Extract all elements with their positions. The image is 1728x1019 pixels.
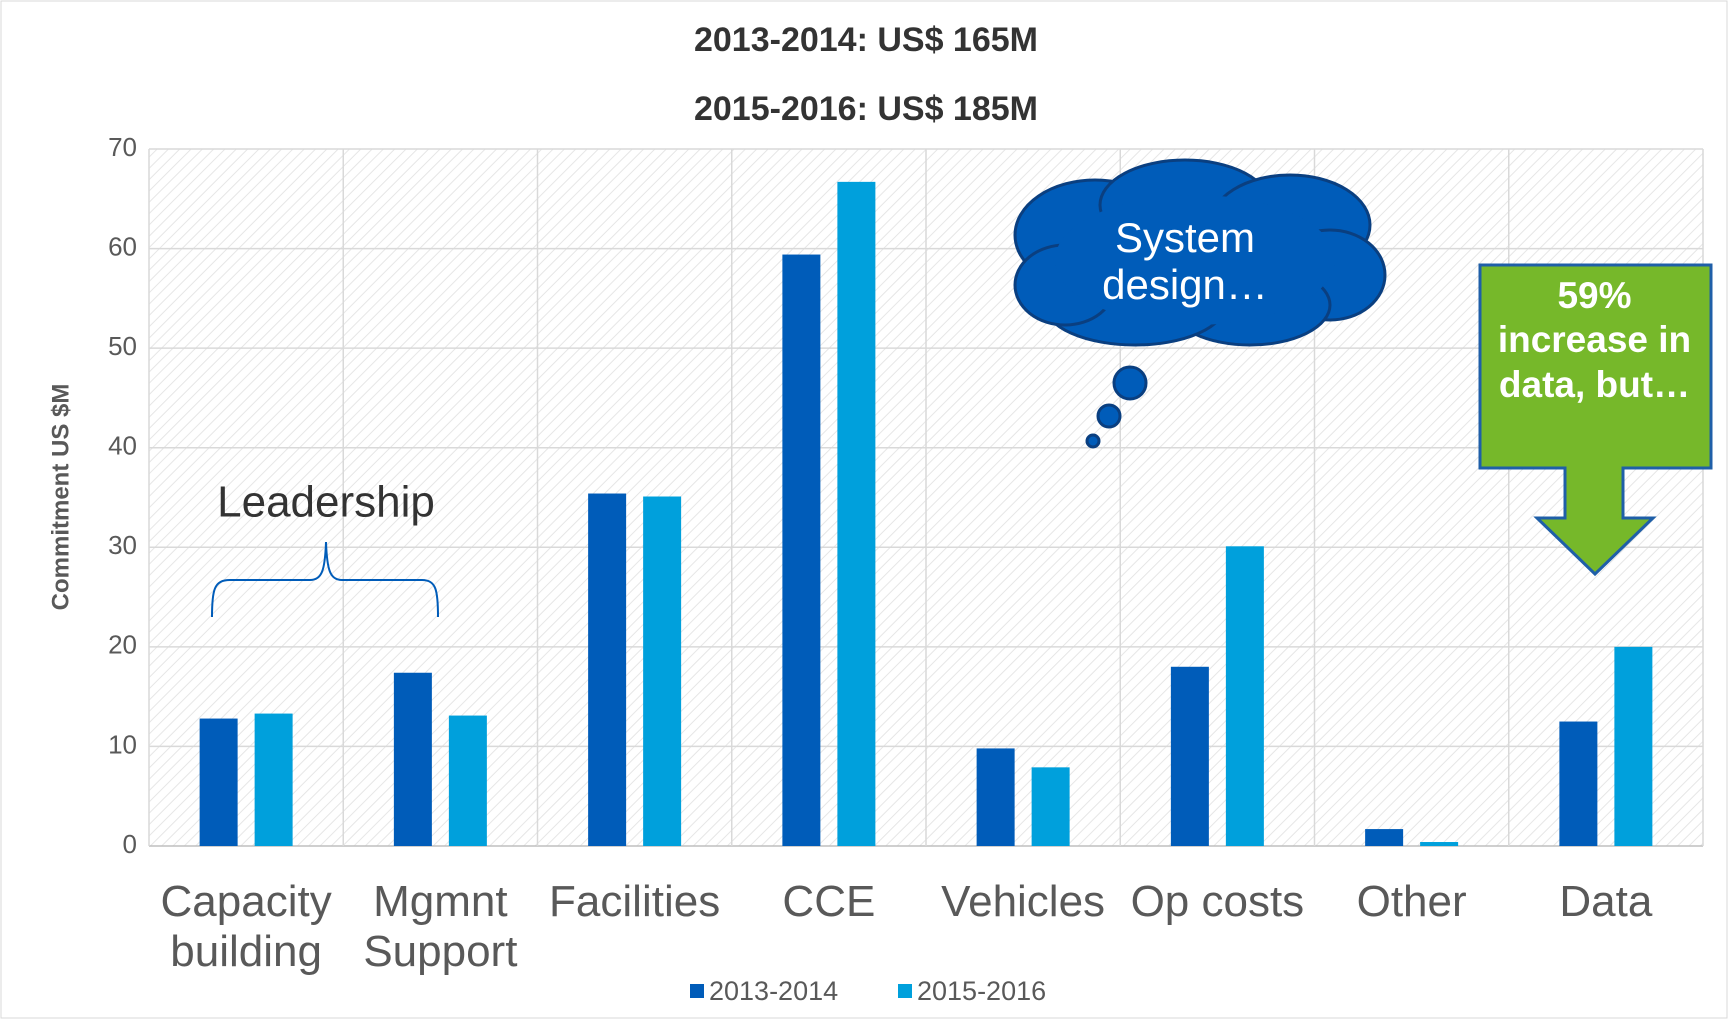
x-tick-label: Capacity building [160, 877, 332, 976]
callout-text: 59% increase in data, but… [1497, 275, 1692, 405]
y-axis-label: Commitment US $M [47, 384, 74, 611]
legend-label: 2015-2016 [917, 976, 1046, 1006]
bar [976, 748, 1015, 846]
y-tick-label: 10 [108, 729, 137, 759]
bar [588, 493, 627, 846]
y-tick-label: 70 [108, 132, 137, 162]
bar [199, 718, 238, 846]
bar [448, 715, 487, 846]
bar [1031, 767, 1070, 846]
bar [1170, 666, 1209, 846]
x-tick-label: CCE [782, 877, 876, 926]
cloud-text: System design… [1102, 214, 1268, 309]
x-tick-label: Other [1356, 877, 1467, 926]
legend-swatch [690, 984, 704, 998]
y-tick-label: 20 [108, 630, 137, 660]
bar [782, 254, 821, 846]
bar [1559, 721, 1598, 846]
y-tick-label: 30 [108, 530, 137, 560]
y-tick-label: 40 [108, 431, 137, 461]
leadership-label: Leadership [217, 478, 435, 527]
chart-subtitle: 2015-2016: US$ 185M [694, 90, 1038, 128]
legend-label: 2013-2014 [709, 976, 838, 1006]
x-tick-label: Data [1559, 877, 1653, 926]
y-tick-label: 60 [108, 231, 137, 261]
bar [393, 672, 432, 846]
legend-swatch [898, 984, 912, 998]
thought-cloud [1013, 158, 1387, 449]
bar [643, 496, 682, 846]
bar [254, 713, 293, 846]
bar [1365, 829, 1404, 846]
x-tick-label: Op costs [1130, 877, 1305, 926]
callout-arrow [1478, 263, 1713, 577]
y-tick-label: 0 [123, 829, 137, 859]
brace [211, 541, 439, 618]
x-tick-label: Vehicles [941, 877, 1106, 926]
x-tick-label: Mgmnt Support [363, 877, 518, 976]
bar [837, 181, 876, 846]
bar [1420, 842, 1459, 846]
y-tick-label: 50 [108, 331, 137, 361]
x-tick-label: Facilities [549, 877, 721, 926]
bar [1614, 646, 1653, 846]
bar [1225, 546, 1264, 846]
chart-title: 2013-2014: US$ 165M [694, 21, 1038, 59]
